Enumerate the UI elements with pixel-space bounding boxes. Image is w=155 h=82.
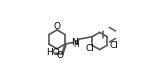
Text: Cl: Cl — [110, 41, 119, 50]
Text: Cl: Cl — [86, 44, 95, 53]
Text: H: H — [73, 40, 79, 49]
Text: O: O — [53, 22, 60, 31]
Text: O: O — [57, 51, 64, 60]
Text: HO: HO — [46, 48, 60, 57]
Text: N: N — [71, 38, 78, 46]
